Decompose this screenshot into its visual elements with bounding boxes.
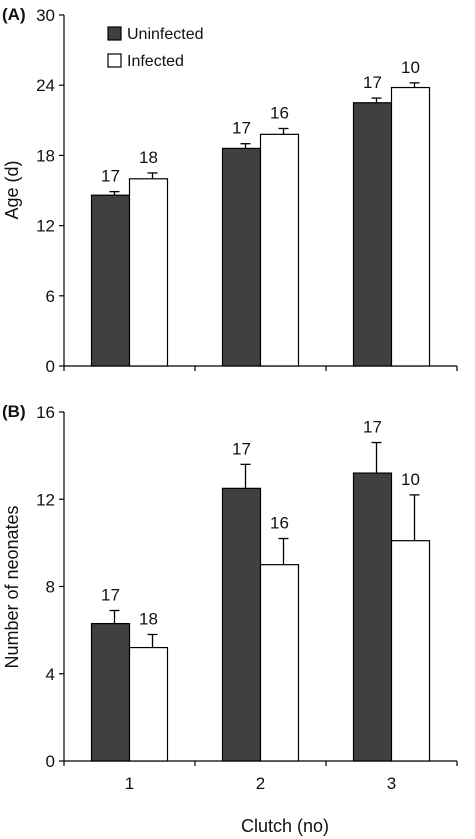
panel-b-y-tick-label: 4 [46,665,55,684]
panel-a-n-label: 10 [401,58,420,77]
x-axis-title: Clutch (no) [241,816,329,836]
panel-b-n-label: 16 [270,514,289,533]
panel-b-bar [390,540,431,762]
panel-a-bar [390,86,431,367]
legend-swatch-infected [107,53,122,68]
panel-a-n-label: 17 [101,167,120,186]
panel-b-y-axis-title: Number of neonates [2,505,22,668]
panel-a-n-label: 17 [232,119,251,138]
panel-a-chart: (A) Age (d) 0 6 12 18 24 30 17 18 17 16 17 10 Uninfe… [2,5,458,376]
panel-a-label: (A) [2,5,26,24]
panel-a-bar [259,133,300,367]
panel-b-chart: (B) Number of neonates Clutch (no) 04812… [2,402,458,836]
legend-label-uninfected: Uninfected [127,26,204,43]
panel-a-bar [128,178,169,367]
panel-a-bar [90,194,131,367]
panel-a-y-tick-label: 6 [46,287,55,306]
panel-a-n-label: 18 [139,148,158,167]
panel-b-bar [221,487,262,762]
panel-b-label: (B) [2,402,26,421]
panel-a-y-tick-label: 24 [36,76,55,95]
panel-b-n-label: 17 [363,418,382,437]
panel-a-bar [221,147,262,367]
legend-label-infected: Infected [127,53,184,70]
panel-b-bar [90,622,131,762]
panel-b-y-tick-label: 8 [46,578,55,597]
panel-b-bar [352,472,393,762]
panel-a-y-tick-label: 0 [46,357,55,376]
panel-b-bar [259,564,300,762]
panel-a-n-label: 17 [363,73,382,92]
panel-a-y-tick-label: 12 [36,217,55,236]
panel-b-y-tick-label: 16 [36,403,55,422]
panel-a-n-label: 16 [270,103,289,122]
panel-a-y-axis-title: Age (d) [2,160,22,219]
x-tick-label: 1 [125,774,134,793]
panel-b-y-tick-label: 0 [46,752,55,771]
panel-a-y-tick-label: 30 [36,6,55,25]
x-tick-label: 3 [387,774,396,793]
panel-b-n-label: 18 [139,609,158,628]
panel-a-y-tick-label: 18 [36,146,55,165]
panel-b-n-label: 17 [232,439,251,458]
panel-b-bar [128,646,169,762]
panel-b-n-label: 10 [401,470,420,489]
panel-b-n-label: 17 [101,585,120,604]
panel-b-y-tick-label: 12 [36,490,55,509]
legend-swatch-uninfected [107,26,122,41]
panel-a-bar [352,102,393,367]
x-tick-label: 2 [256,774,265,793]
